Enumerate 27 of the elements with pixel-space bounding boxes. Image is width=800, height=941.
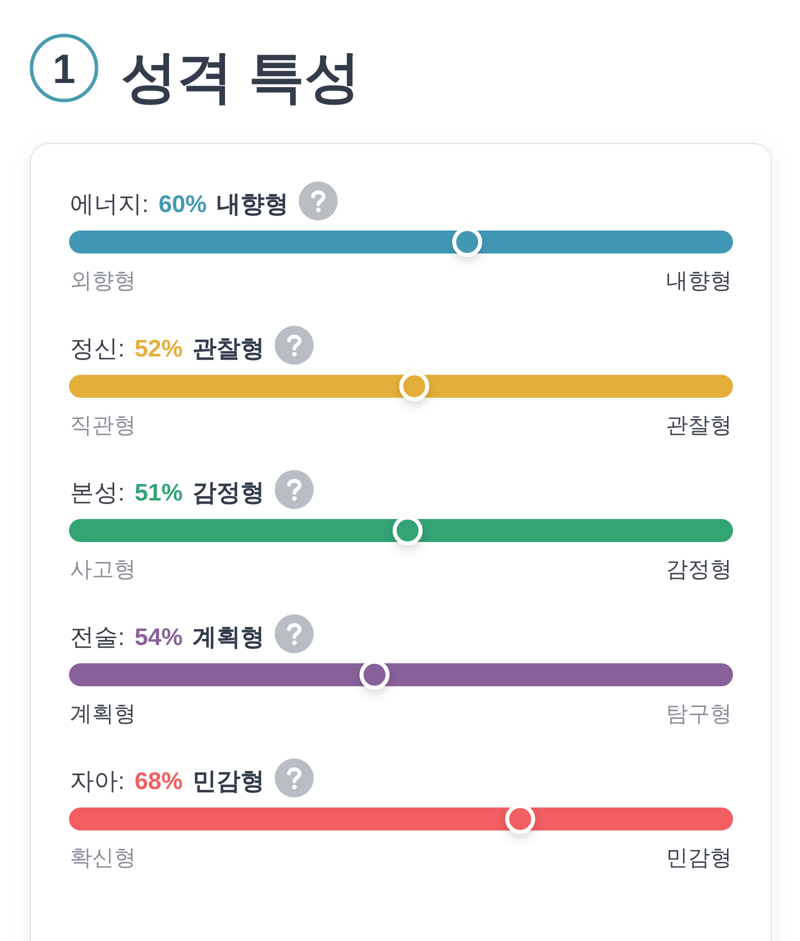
headline-category: 내향형 xyxy=(216,191,289,218)
pole-label: 확신형 xyxy=(70,845,136,870)
pole-label: 관찰형 xyxy=(666,412,732,438)
pole-label: 탐구형 xyxy=(666,700,732,726)
pole-label: 직관형 xyxy=(70,412,136,438)
panel-title: 에너지: xyxy=(70,191,149,218)
value-label: 51% xyxy=(134,480,183,506)
value-label: 54% xyxy=(134,624,183,651)
headline-category: 관찰형 xyxy=(192,335,265,362)
headline-category: 계획형 xyxy=(192,624,265,651)
pole-label: 민감형 xyxy=(666,845,732,870)
annotation: 1 xyxy=(52,46,76,92)
panel-title: 전술: xyxy=(70,624,125,651)
panel-title: 본성: xyxy=(70,480,125,506)
panel-title: 정신: xyxy=(70,335,125,362)
pole-label: 계획형 xyxy=(70,700,136,726)
value-label: 52% xyxy=(134,335,183,362)
title: 성격 특성 xyxy=(121,45,361,108)
pole-label: 감정형 xyxy=(666,556,732,582)
value-label: 68% xyxy=(134,768,183,795)
panel-title: 자아: xyxy=(70,768,125,795)
headline-category: 민감형 xyxy=(192,768,265,795)
headline-category: 감정형 xyxy=(192,480,265,506)
value-label: 60% xyxy=(158,191,207,218)
pole-label: 사고형 xyxy=(70,556,136,582)
pole-label: 내향형 xyxy=(666,268,732,293)
pole-label: 외향형 xyxy=(70,268,136,293)
